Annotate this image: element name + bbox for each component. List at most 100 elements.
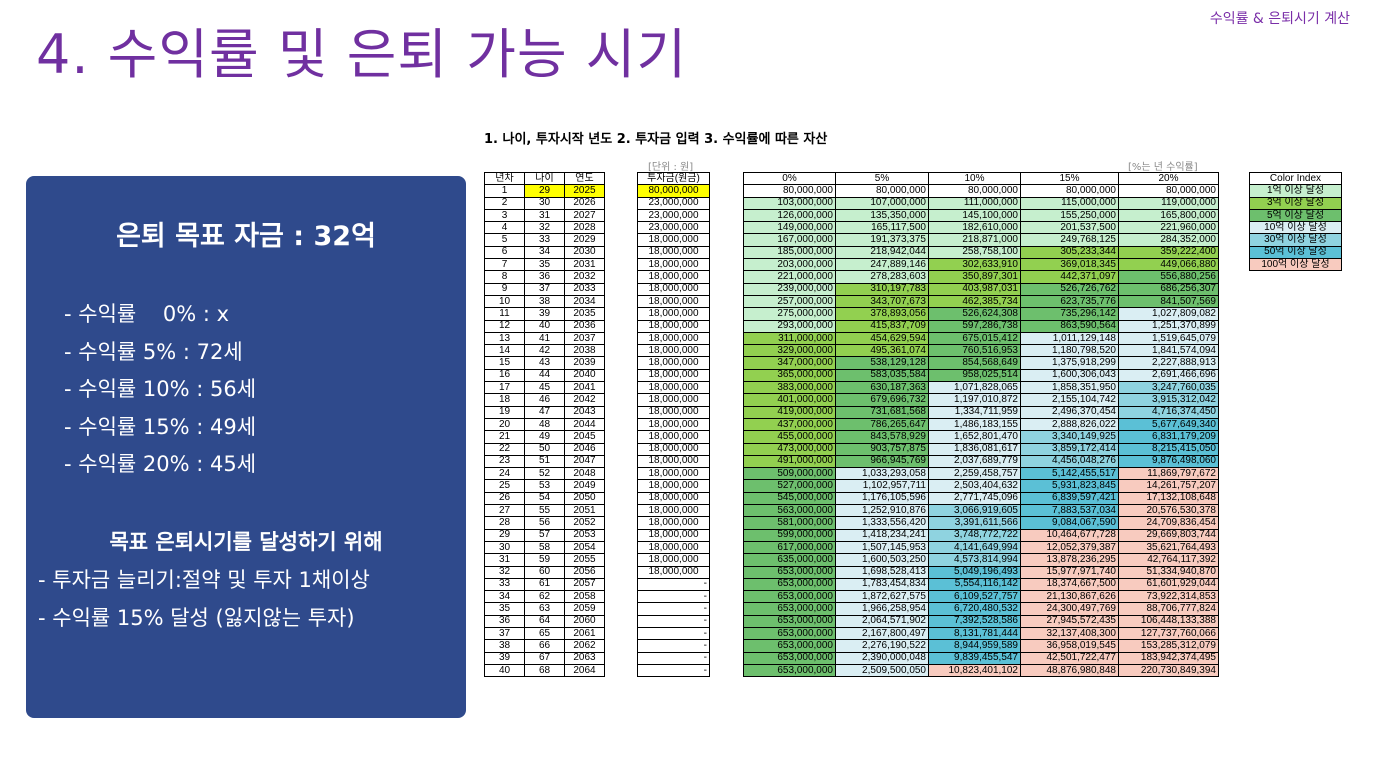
asset-cell: 80,000,000 xyxy=(1020,184,1119,198)
table-row: 509,000,000 1,033,293,058 2,259,458,757 5,1… xyxy=(743,467,1219,481)
asset-cell: 165,800,000 xyxy=(1118,208,1219,223)
asset-cell: 258,758,100 xyxy=(928,245,1021,260)
asset-cell: 48,876,980,848 xyxy=(1020,663,1119,678)
table-row: 18,000,000 xyxy=(637,467,710,481)
year-cell: 2043 xyxy=(564,405,605,419)
asset-cell: 3,748,772,722 xyxy=(928,528,1021,542)
investment-cell: - xyxy=(637,602,710,616)
asset-cell: 1,071,828,065 xyxy=(928,381,1021,395)
header-cell: 0% xyxy=(743,171,836,186)
table-row: 347,000,000 538,129,128 854,568,649 1,375,9… xyxy=(743,356,1219,370)
age-cell: 45 xyxy=(524,381,565,395)
table-row: 18,000,000 xyxy=(637,319,710,333)
year-index-cell: 2 xyxy=(484,196,525,210)
asset-cell: 4,716,374,450 xyxy=(1118,405,1219,419)
table-row: 8 36 2032 xyxy=(484,270,605,284)
asset-cell: 32,137,408,300 xyxy=(1020,626,1119,641)
asset-cell: 1,507,145,953 xyxy=(835,540,929,555)
table-row: 293,000,000 415,837,709 597,286,738 863,590… xyxy=(743,319,1219,333)
asset-cell: 106,448,133,388 xyxy=(1118,614,1219,628)
asset-cell: 526,726,762 xyxy=(1020,282,1119,296)
investment-cell: 23,000,000 xyxy=(637,196,710,210)
table-row: 30억 이상 달성 xyxy=(1249,233,1342,247)
year-index-cell: 34 xyxy=(484,590,525,604)
asset-cell: 359,222,400 xyxy=(1118,245,1219,260)
table-row: 18,000,000 xyxy=(637,307,710,321)
investment-cell: 18,000,000 xyxy=(637,258,710,272)
asset-cell: 1,011,129,148 xyxy=(1020,331,1119,346)
asset-cell: 1,486,183,155 xyxy=(928,417,1021,432)
asset-cell: 653,000,000 xyxy=(743,577,836,592)
table-row: 37 65 2061 xyxy=(484,626,605,641)
header-cell: 년차 xyxy=(484,171,525,186)
age-cell: 44 xyxy=(524,368,565,383)
year-index-cell: 10 xyxy=(484,294,525,309)
year-cell: 2044 xyxy=(564,417,605,432)
asset-cell: 454,629,594 xyxy=(835,331,929,346)
investment-cell: 18,000,000 xyxy=(637,368,710,383)
color-index-item: 3억 이상 달성 xyxy=(1249,196,1342,210)
table-row: 18,000,000 xyxy=(637,479,710,493)
year-cell: 2025 xyxy=(564,184,605,198)
age-cell: 29 xyxy=(524,184,565,198)
asset-table: 0% 5% 10% 15% 20% 80,000,000 80,000,000 80… xyxy=(743,171,1219,678)
asset-cell: 526,624,308 xyxy=(928,307,1021,321)
asset-cell: 6,839,597,421 xyxy=(1020,491,1119,506)
asset-cell: 5,931,823,845 xyxy=(1020,479,1119,493)
age-cell: 43 xyxy=(524,356,565,370)
asset-cell: 1,334,711,959 xyxy=(928,405,1021,419)
year-index-cell: 17 xyxy=(484,381,525,395)
asset-cell: 42,501,722,477 xyxy=(1020,651,1119,665)
asset-cell: 8,131,781,444 xyxy=(928,626,1021,641)
asset-cell: 365,000,000 xyxy=(743,368,836,383)
age-cell: 63 xyxy=(524,602,565,616)
table-row: 16 44 2040 xyxy=(484,368,605,383)
investment-cell: - xyxy=(637,577,710,592)
asset-cell: 18,374,667,500 xyxy=(1020,577,1119,592)
asset-cell: 61,601,929,044 xyxy=(1118,577,1219,592)
year-cell: 2061 xyxy=(564,626,605,641)
asset-cell: 278,283,603 xyxy=(835,270,929,284)
asset-cell: 42,764,117,392 xyxy=(1118,553,1219,567)
table-row: 14 42 2038 xyxy=(484,344,605,358)
asset-cell: 7,392,528,586 xyxy=(928,614,1021,628)
table-row: 18,000,000 xyxy=(637,233,710,247)
asset-cell: 1,197,010,872 xyxy=(928,393,1021,407)
table-row: 1 29 2025 xyxy=(484,184,605,198)
table-row: 473,000,000 903,757,875 1,836,081,617 3,859… xyxy=(743,442,1219,456)
asset-cell: 1,858,351,950 xyxy=(1020,381,1119,395)
strategy-item: - 수익률 15% 달성 (잃지않는 투자) xyxy=(38,606,355,630)
asset-cell: 80,000,000 xyxy=(928,184,1021,198)
asset-cell: 6,720,480,532 xyxy=(928,602,1021,616)
asset-cell: 1,176,105,596 xyxy=(835,491,929,506)
strategy-heading: 목표 은퇴시기를 달성하기 위해 xyxy=(109,530,383,554)
asset-cell: 3,066,919,605 xyxy=(928,504,1021,518)
table-row: 11 39 2035 xyxy=(484,307,605,321)
table-row: 7 35 2031 xyxy=(484,258,605,272)
asset-cell: 686,256,307 xyxy=(1118,282,1219,296)
year-cell: 2028 xyxy=(564,221,605,235)
table-row: 22 50 2046 xyxy=(484,442,605,456)
table-row: 18 46 2042 xyxy=(484,393,605,407)
age-cell: 68 xyxy=(524,663,565,678)
asset-cell: 1,698,528,413 xyxy=(835,565,929,579)
asset-cell: 329,000,000 xyxy=(743,344,836,358)
table-row: 1억 이상 달성 xyxy=(1249,184,1342,198)
table-row: - xyxy=(637,590,710,604)
asset-cell: 126,000,000 xyxy=(743,208,836,223)
table-row: 126,000,000 135,350,000 145,100,000 155,250… xyxy=(743,208,1219,223)
asset-cell: 966,945,769 xyxy=(835,454,929,469)
investment-cell: 18,000,000 xyxy=(637,307,710,321)
investment-cell: 18,000,000 xyxy=(637,467,710,481)
investment-cell: - xyxy=(637,626,710,641)
color-index-item: 10억 이상 달성 xyxy=(1249,221,1342,235)
table-row: 18,000,000 xyxy=(637,356,710,370)
table-row: 653,000,000 1,966,258,954 6,720,480,532 24,… xyxy=(743,602,1219,616)
asset-cell: 581,000,000 xyxy=(743,516,836,530)
year-index-cell: 25 xyxy=(484,479,525,493)
asset-cell: 653,000,000 xyxy=(743,602,836,616)
asset-cell: 4,456,048,276 xyxy=(1020,454,1119,469)
asset-cell: 3,247,760,035 xyxy=(1118,381,1219,395)
asset-cell: 111,000,000 xyxy=(928,196,1021,210)
asset-cell: 1,033,293,058 xyxy=(835,467,929,481)
